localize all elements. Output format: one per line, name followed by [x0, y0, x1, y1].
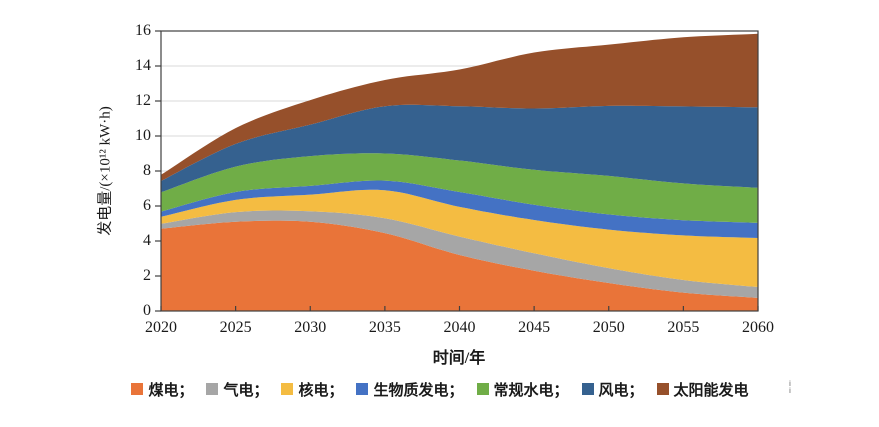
legend-item-biomass: 生物质发电；: [356, 379, 464, 400]
legend-item-gas: 气电；: [206, 379, 268, 400]
x-tick-label: 2040: [443, 319, 476, 336]
y-tick-label: 12: [135, 92, 151, 109]
x-tick-label: 2025: [219, 319, 252, 336]
y-tick-label: 10: [135, 127, 151, 144]
x-axis-title: 时间/年: [432, 350, 486, 367]
legend-item-solar: 太阳能发电: [656, 379, 749, 400]
legend-swatch-coal: [131, 383, 144, 395]
y-tick-label: 14: [135, 57, 151, 74]
x-tick-label: 2055: [667, 319, 700, 336]
legend-swatch-wind: [581, 383, 594, 395]
y-tick-label: 4: [143, 232, 151, 249]
area-solar: [161, 33, 758, 181]
legend-label-coal: 煤电；: [148, 382, 194, 399]
x-tick-label: 2050: [592, 319, 625, 336]
area-gas: [161, 210, 758, 298]
legend-label-hydro: 常规水电；: [493, 382, 569, 399]
legend-label-nuclear: 核电；: [298, 382, 344, 399]
y-tick-label: 16: [135, 22, 151, 39]
legend-item-nuclear: 核电；: [281, 379, 343, 400]
x-tick-label: 2060: [742, 319, 774, 336]
y-tick-label: 2: [143, 267, 151, 284]
area-coal: [161, 220, 758, 311]
legend-item-hydro: 常规水电；: [476, 379, 569, 400]
legend-swatch-hydro: [476, 383, 489, 395]
area-hydro: [161, 153, 758, 223]
legend-swatch-nuclear: [281, 383, 294, 395]
area-biomass: [161, 180, 758, 238]
x-tick-label: 2030: [294, 319, 327, 336]
legend-swatch-solar: [656, 383, 669, 395]
legend-item-wind: 风电；: [581, 379, 644, 400]
artifact-mark: ⅰ ⅰ: [789, 380, 791, 395]
legend-label-solar: 太阳能发电: [673, 382, 749, 399]
chart-legend: 煤电； 气电； 核电； 生物质发电； 常规水电； 风电； 太阳能发电: [60, 376, 820, 402]
y-tick-label: 8: [143, 162, 151, 179]
legend-item-coal: 煤电；: [131, 379, 193, 400]
area-nuclear: [161, 189, 758, 287]
legend-swatch-biomass: [356, 383, 369, 395]
area-wind: [161, 104, 758, 193]
y-tick-label: 0: [143, 302, 151, 319]
x-tick-label: 2020: [145, 319, 177, 336]
legend-label-gas: 气电；: [223, 382, 269, 399]
x-tick-label: 2045: [518, 319, 551, 336]
y-tick-label: 6: [143, 197, 151, 214]
legend-label-biomass: 生物质发电；: [373, 382, 464, 399]
legend-label-wind: 风电；: [598, 382, 644, 399]
legend-swatch-gas: [206, 383, 219, 395]
x-tick-label: 2035: [368, 319, 401, 336]
